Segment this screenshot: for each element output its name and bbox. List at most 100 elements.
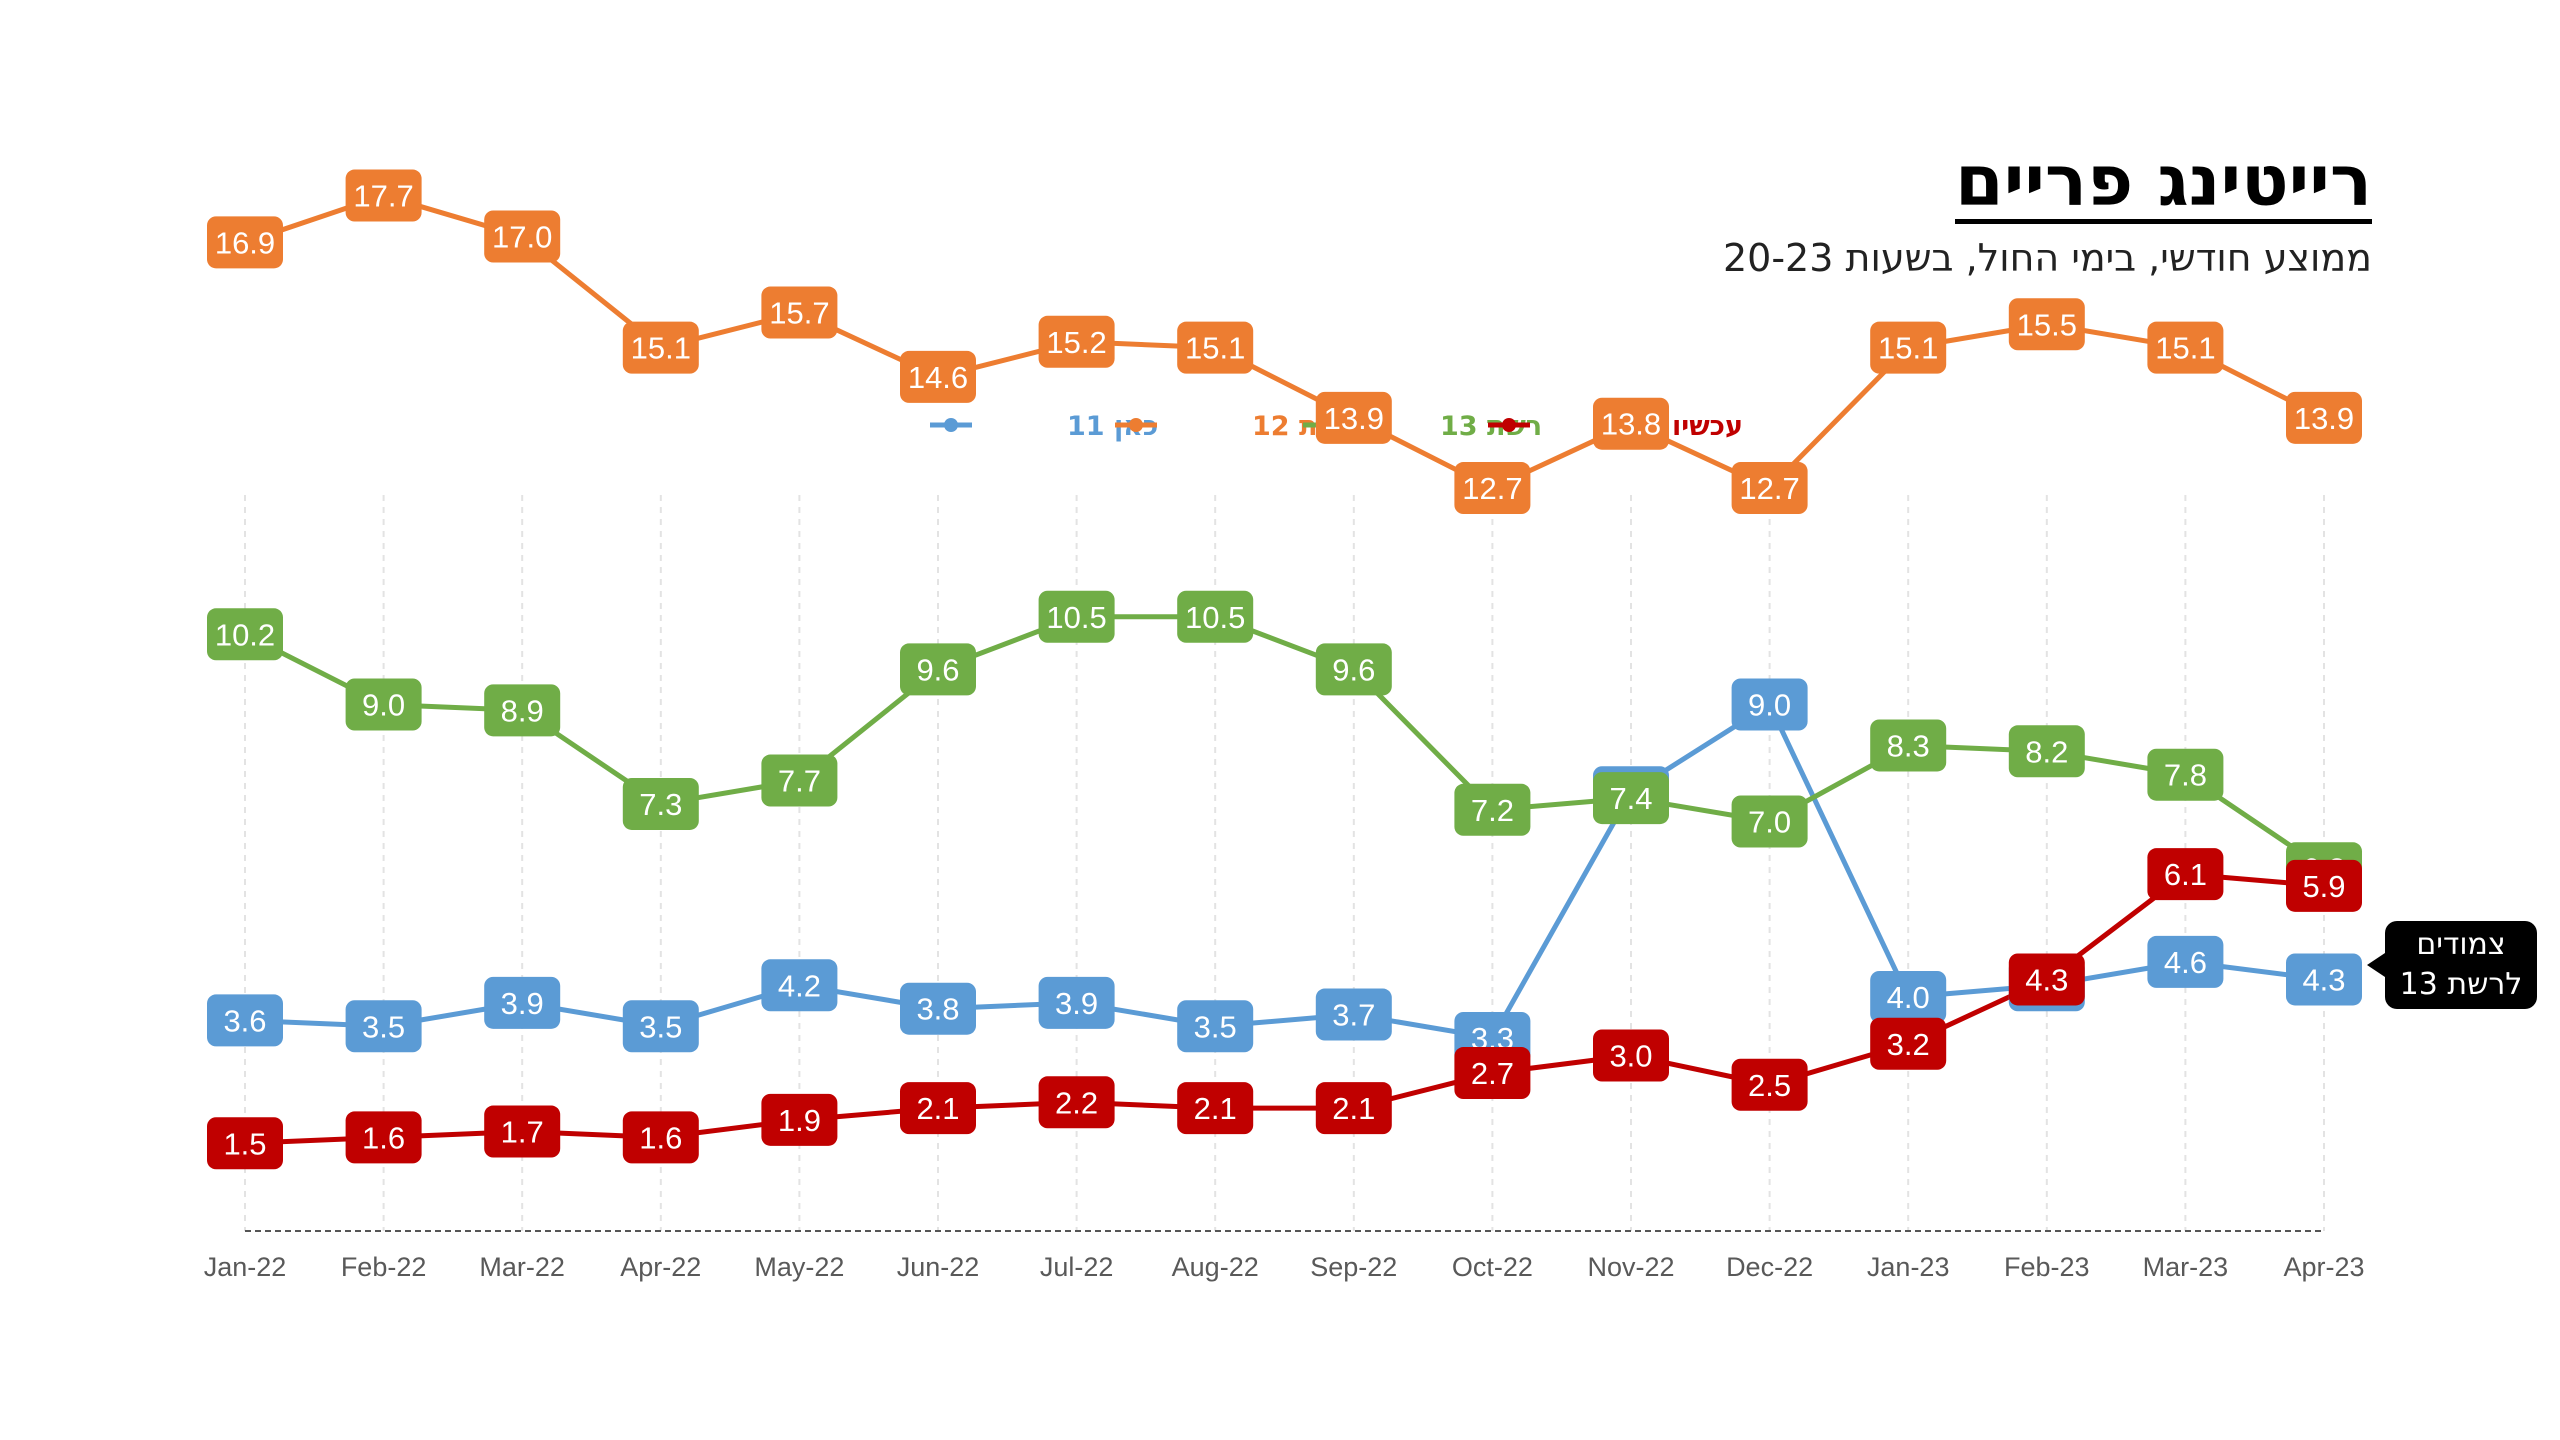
data-label-text: 15.5	[2017, 307, 2077, 342]
data-label-text: 7.3	[639, 787, 682, 822]
data-label-box	[2008, 953, 2085, 1006]
data-label-text: 1.5	[223, 1126, 266, 1161]
data-label: 15.1	[622, 321, 699, 374]
data-label: 2.1	[900, 1082, 976, 1135]
data-label-text: 3.7	[1332, 998, 1375, 1033]
x-tick-label: Mar-22	[479, 1252, 565, 1282]
data-label-box	[484, 210, 561, 263]
data-label-box	[2286, 953, 2362, 1006]
x-axis-ticks: Jan-22 Feb-22 Mar-22 Apr-22 May-22 Jun-22 Jul-…	[204, 1252, 2365, 1282]
data-label-box	[1315, 643, 1392, 696]
data-label: 1.6	[345, 1111, 422, 1164]
data-label-text: 15.2	[1046, 325, 1106, 360]
data-label: 17.7	[345, 169, 422, 222]
data-label: 15.7	[761, 286, 838, 339]
data-label: 4.6	[2147, 935, 2224, 988]
x-tick-label: Nov-22	[1587, 1252, 1674, 1282]
data-label-box	[900, 1082, 976, 1135]
x-tick-label: Jan-23	[1867, 1252, 1950, 1282]
data-label: 9.6	[1315, 643, 1392, 696]
legend-swatch-marker	[1129, 418, 1143, 432]
data-label-box	[622, 1111, 699, 1164]
data-label-box	[2147, 848, 2224, 901]
data-label-text: 16.9	[215, 225, 275, 260]
data-label: 9.6	[900, 643, 976, 696]
data-label-text: 15.1	[631, 331, 691, 366]
data-label-box	[484, 1105, 561, 1158]
data-label-box	[484, 684, 561, 737]
data-label-text: 2.1	[916, 1091, 959, 1126]
data-label-box	[484, 976, 561, 1029]
data-label: 3.5	[622, 1000, 699, 1053]
data-label-box	[1593, 1029, 1669, 1082]
data-label-text: 3.9	[501, 986, 544, 1021]
data-label-box	[622, 1000, 699, 1053]
data-label-box	[761, 754, 838, 807]
data-label-text: 5.9	[2302, 869, 2345, 904]
x-tick-label: Jan-22	[204, 1252, 287, 1282]
data-label-text: 9.6	[916, 652, 959, 687]
data-label-box	[1177, 590, 1254, 643]
data-label: 10.2	[207, 608, 283, 661]
data-label: 3.7	[1315, 988, 1392, 1041]
data-label-text: 13.8	[1601, 407, 1661, 442]
data-label: 7.2	[1454, 783, 1531, 836]
data-label: 8.2	[2008, 725, 2085, 778]
x-tick-label: Feb-22	[341, 1252, 427, 1282]
data-label-box	[1038, 590, 1115, 643]
data-label-text: 3.5	[639, 1009, 682, 1044]
page-subtitle: ממוצע חודשי, בימי החול, בשעות 20-23	[1722, 236, 2372, 280]
page-title: רייטינג פריים	[1954, 140, 2372, 224]
data-label: 13.8	[1593, 397, 1669, 450]
data-label-box	[2286, 859, 2362, 912]
data-label: 7.0	[1731, 795, 1808, 848]
data-label: 16.9	[207, 216, 283, 269]
x-tick-label: Sep-22	[1310, 1252, 1397, 1282]
data-label-box	[622, 321, 699, 374]
data-label-text: 9.6	[1332, 652, 1375, 687]
data-label-text: 3.5	[362, 1009, 405, 1044]
data-label-box	[1870, 971, 1947, 1023]
data-label-box	[1315, 391, 1392, 444]
data-label-text: 2.2	[1055, 1085, 1098, 1120]
data-label-text: 3.6	[223, 1003, 266, 1038]
data-label-text: 15.7	[769, 296, 829, 331]
data-label-text: 7.7	[778, 764, 821, 799]
data-label: 3.2	[1870, 1017, 1947, 1070]
data-label: 7.3	[622, 777, 699, 830]
data-label: 7.8	[2147, 748, 2224, 801]
data-label-text: 4.0	[1887, 980, 1930, 1015]
data-label-box	[207, 1117, 283, 1170]
data-label-box	[1315, 1082, 1392, 1135]
data-label-text: 1.9	[778, 1103, 821, 1138]
data-label: 1.7	[484, 1105, 561, 1158]
data-label: 1.9	[761, 1093, 838, 1146]
data-label: 15.5	[2008, 298, 2085, 351]
data-label-box	[1454, 783, 1531, 836]
data-label: 3.8	[900, 982, 976, 1035]
data-label: 4.3	[2286, 953, 2362, 1006]
x-tick-label: Oct-22	[1452, 1252, 1533, 1282]
data-label: 4.0	[1870, 971, 1947, 1023]
data-label-box	[1593, 397, 1669, 450]
data-label-box	[345, 169, 422, 222]
data-label-text: 13.9	[2294, 401, 2354, 436]
data-label-box	[900, 350, 976, 403]
data-label: 3.5	[1177, 1000, 1254, 1053]
data-label-box	[345, 1111, 422, 1164]
data-label: 4.2	[761, 959, 838, 1012]
data-label: 9.0	[345, 678, 422, 731]
data-label: 10.5	[1038, 590, 1115, 643]
data-label: 4.3	[2008, 953, 2085, 1006]
data-label-box	[345, 1000, 422, 1053]
data-label: 13.9	[1315, 391, 1392, 444]
data-label-box	[2286, 391, 2362, 444]
data-label: 8.9	[484, 684, 561, 737]
data-label-box	[1454, 1047, 1531, 1100]
data-label-box	[1870, 321, 1947, 374]
data-label-box	[1177, 1082, 1254, 1135]
data-label-text: 10.5	[1046, 600, 1106, 635]
data-label-text: 2.1	[1332, 1091, 1375, 1126]
data-label-box	[1177, 321, 1254, 374]
